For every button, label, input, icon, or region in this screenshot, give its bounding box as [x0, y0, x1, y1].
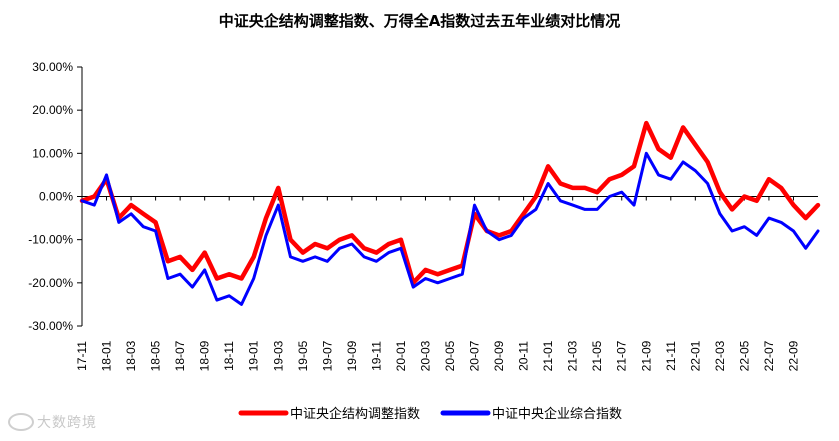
- x-tick-label: 19-11: [369, 341, 383, 371]
- x-tick-label: 21-07: [615, 340, 629, 371]
- y-tick-label: 10.00%: [32, 146, 73, 160]
- x-tick-label: 20-05: [443, 340, 457, 371]
- x-tick-label: 21-03: [566, 340, 580, 371]
- x-tick-label: 20-03: [418, 340, 432, 371]
- chart-title: 中证央企结构调整指数、万得全A指数过去五年业绩对比情况: [218, 12, 621, 30]
- legend-label: 中证央企结构调整指数: [290, 406, 420, 422]
- x-tick-label: 22-03: [713, 340, 727, 371]
- x-tick-label: 19-09: [345, 340, 359, 371]
- x-tick-label: 19-07: [320, 340, 334, 371]
- watermark: 大数跨境: [8, 412, 97, 432]
- y-tick-label: -10.00%: [28, 233, 73, 247]
- y-tick-label: -30.00%: [28, 319, 73, 333]
- x-tick-label: 20-07: [468, 340, 482, 371]
- x-tick-label: 19-01: [247, 340, 261, 371]
- x-tick-label: 18-09: [198, 340, 212, 371]
- x-tick-label: 21-05: [590, 340, 604, 371]
- y-tick-label: 20.00%: [32, 103, 73, 117]
- x-tick-label: 22-05: [737, 340, 751, 371]
- y-axis: 30.00% 20.00% 10.00% 0.00% -10.00% -20.00% -30…: [28, 60, 83, 333]
- y-tick-label: -20.00%: [28, 276, 73, 290]
- watermark-logo-icon: [8, 413, 34, 431]
- legend: 中证央企结构调整指数 中证中央企业综合指数: [238, 406, 622, 422]
- series-line-2: [80, 151, 820, 306]
- x-tick-label: 19-05: [296, 340, 310, 371]
- x-tick-label: 17-11: [75, 341, 89, 371]
- x-tick-label: 18-07: [173, 340, 187, 371]
- x-tick-label: 20-01: [394, 340, 408, 371]
- x-axis: 17-11 18-01 18-03 18-05 18-07 18-09 18-11 19-01…: [75, 196, 818, 371]
- x-tick-label: 20-09: [492, 340, 506, 371]
- y-tick-label: 30.00%: [32, 60, 73, 74]
- x-tick-label: 22-07: [762, 340, 776, 371]
- x-tick-label: 18-03: [124, 340, 138, 371]
- x-tick-label: 18-05: [149, 340, 163, 371]
- series-line-1: [79, 120, 821, 286]
- x-tick-label: 21-01: [541, 340, 555, 371]
- x-tick-label: 20-11: [517, 341, 531, 371]
- legend-label: 中证中央企业综合指数: [492, 406, 622, 422]
- y-tick-label: 0.00%: [39, 190, 73, 204]
- x-tick-label: 22-01: [688, 340, 702, 371]
- x-tick-label: 22-09: [786, 340, 800, 371]
- x-tick-label: 21-11: [664, 341, 678, 371]
- x-tick-label: 18-11: [222, 341, 236, 371]
- x-tick-label: 18-01: [100, 340, 114, 371]
- plot-area: [79, 120, 821, 306]
- x-tick-label: 21-09: [639, 340, 653, 371]
- x-tick-label: 19-03: [271, 340, 285, 371]
- watermark-text: 大数跨境: [37, 415, 97, 431]
